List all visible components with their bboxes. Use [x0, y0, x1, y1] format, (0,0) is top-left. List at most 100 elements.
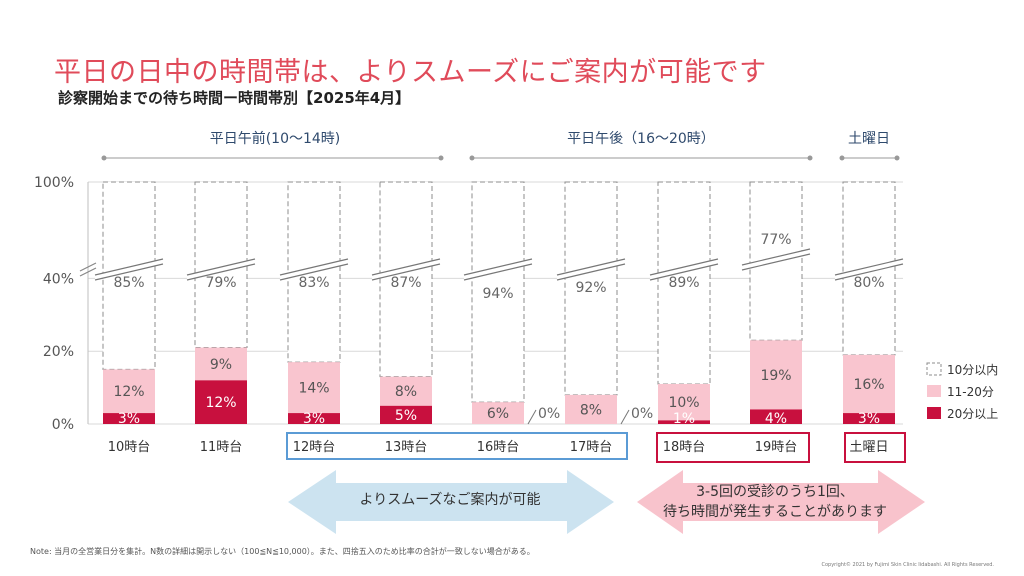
group-header: 平日午後（16～20時） — [567, 131, 715, 147]
data-label-20min: 1% — [673, 411, 695, 427]
data-label-10min: 89% — [668, 275, 699, 291]
group-header: 平日午前(10～14時) — [210, 130, 341, 147]
bar-segment-10min — [471, 181, 525, 403]
x-tick-label: 17時台 — [570, 440, 613, 455]
bar-break-gap — [835, 259, 903, 280]
group-bracket-end — [807, 155, 813, 161]
legend-label: 10分以内 — [947, 363, 998, 377]
right-arrow-line1: 3-5回の受診のうち1回、 — [696, 484, 854, 500]
data-label-10min: 85% — [113, 275, 144, 291]
x-tick-label: 12時台 — [293, 440, 336, 455]
bar-break-gap — [650, 259, 718, 280]
data-label-11-20min: 12% — [113, 384, 144, 400]
group-bracket-end — [894, 155, 900, 161]
data-label-11-20min: 6% — [487, 406, 509, 422]
bar-segment-10min — [379, 181, 433, 378]
zero-label-leader — [527, 409, 537, 425]
bar-break-mark — [279, 258, 349, 276]
bar-break-mark — [834, 263, 904, 281]
bar-segment-11-20min — [750, 340, 802, 410]
bar-break-mark — [94, 263, 164, 281]
bar-segment-11-20min — [195, 347, 247, 381]
copyright: Copyright© 2021 by Fujimi Skin Clinic Ii… — [821, 562, 994, 568]
axis-break-mark — [79, 267, 97, 277]
bar-segment-11-20min — [472, 402, 524, 424]
highlight-box-red — [656, 432, 810, 463]
bar-break-mark — [834, 258, 904, 276]
x-tick-label: 11時台 — [200, 440, 243, 455]
bar-break-gap — [95, 259, 163, 280]
bar-break-mark — [741, 253, 811, 271]
x-tick-label: 10時台 — [108, 440, 151, 455]
bar-break-mark — [94, 258, 164, 276]
bar-segment-11-20min — [565, 394, 617, 424]
y-tick-label: 0% — [52, 417, 74, 433]
data-label-11-20min: 16% — [853, 377, 884, 393]
bar-segment-10min — [564, 181, 618, 396]
bar-break-mark — [649, 263, 719, 281]
bar-break-mark — [186, 263, 256, 281]
bar-segment-20min — [843, 413, 895, 424]
bar-segment-11-20min — [103, 369, 155, 414]
bar-break-gap — [280, 259, 348, 280]
bar-segment-20min — [103, 413, 155, 424]
double-arrow-right — [637, 470, 925, 534]
double-arrow-left — [288, 470, 614, 534]
group-bracket-end — [469, 155, 475, 161]
bar-segment-20min — [750, 409, 802, 424]
bar-segment-20min — [380, 405, 432, 424]
data-label-20min: 4% — [765, 411, 787, 427]
x-tick-label: 16時台 — [477, 440, 520, 455]
data-label-11-20min: 8% — [395, 384, 417, 400]
group-bracket-end — [839, 155, 845, 161]
data-label-20min: 0% — [538, 406, 560, 422]
legend-label: 11-20分 — [947, 385, 994, 399]
bar-break-mark — [741, 248, 811, 266]
data-label-11-20min: 10% — [668, 395, 699, 411]
bar-break-gap — [187, 259, 255, 280]
data-label-20min: 5% — [395, 408, 417, 424]
x-tick-label: 19時台 — [755, 440, 798, 455]
bar-break-mark — [371, 263, 441, 281]
data-label-10min: 92% — [575, 280, 606, 296]
legend-label: 20分以上 — [947, 407, 998, 421]
axis-break-mark — [79, 262, 97, 272]
x-tick-label: 土曜日 — [849, 440, 888, 455]
bar-segment-11-20min — [288, 362, 340, 414]
bar-break-gap — [464, 259, 532, 280]
data-label-11-20min: 19% — [760, 368, 791, 384]
group-bracket-end — [438, 155, 444, 161]
bar-break-mark — [371, 258, 441, 276]
data-label-11-20min: 8% — [580, 402, 602, 418]
page-title: 平日の日中の時間帯は、よりスムーズにご案内が可能です — [54, 57, 767, 88]
highlight-box-blue — [286, 432, 628, 460]
data-label-20min: 3% — [303, 411, 325, 427]
y-tick-label: 20% — [43, 344, 74, 360]
data-label-10min: 80% — [853, 275, 884, 291]
left-arrow-label: よりスムーズなご案内が可能 — [359, 492, 541, 508]
bar-segment-20min — [288, 413, 340, 424]
page-subtitle: 診察開始までの待ち時間ー時間帯別【2025年4月】 — [58, 89, 411, 107]
group-bracket-end — [101, 155, 107, 161]
data-label-10min: 83% — [298, 275, 329, 291]
group-header: 土曜日 — [848, 131, 890, 147]
data-label-20min: 0% — [631, 406, 653, 422]
bar-break-gap — [742, 249, 810, 270]
bar-segment-20min — [658, 420, 710, 424]
bar-break-mark — [556, 263, 626, 281]
bar-break-mark — [463, 263, 533, 281]
data-label-20min: 12% — [205, 395, 236, 411]
y-tick-label: 40% — [43, 271, 74, 287]
data-label-10min: 79% — [205, 275, 236, 291]
bar-break-gap — [557, 259, 625, 280]
bar-break-mark — [279, 263, 349, 281]
legend-swatch — [927, 385, 941, 397]
footnote: Note: 当月の全営業日分を集計。N数の詳細は開示しない（100≦N≦10,0… — [30, 547, 535, 556]
bar-segment-10min — [657, 181, 711, 385]
data-label-20min: 3% — [118, 411, 140, 427]
legend-swatch — [927, 407, 941, 419]
data-label-11-20min: 9% — [210, 357, 232, 373]
data-label-10min: 77% — [760, 232, 791, 248]
zero-label-leader — [620, 409, 630, 425]
